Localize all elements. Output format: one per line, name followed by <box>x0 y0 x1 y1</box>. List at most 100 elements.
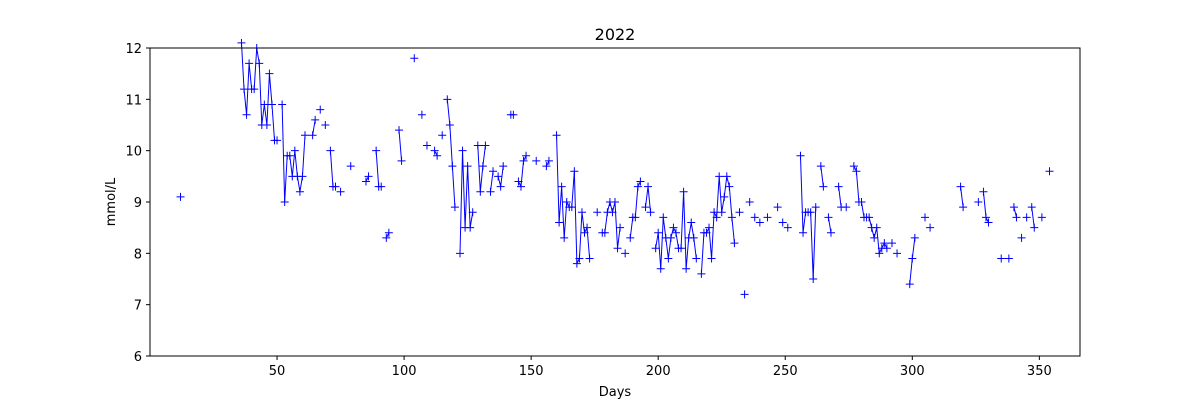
data-point <box>176 192 185 201</box>
data-point <box>865 213 874 222</box>
data-point <box>265 69 274 78</box>
series-line <box>853 165 888 256</box>
data-point <box>336 187 345 196</box>
data-point <box>1022 213 1031 222</box>
data-point <box>626 233 635 242</box>
x-tick-label: 100 <box>392 364 417 379</box>
series-line <box>700 176 735 274</box>
data-point <box>811 203 820 212</box>
data-point <box>570 167 579 176</box>
data-point <box>481 141 490 150</box>
data-point <box>608 208 617 217</box>
data-point <box>417 110 426 119</box>
data-point <box>616 223 625 232</box>
series-line <box>629 181 641 238</box>
x-axis-title: Days <box>599 385 632 400</box>
data-point <box>552 131 561 140</box>
data-point <box>882 244 891 253</box>
data-point <box>651 244 660 253</box>
data-point <box>532 156 541 165</box>
series-line <box>517 155 527 189</box>
data-point <box>560 233 569 242</box>
data-point <box>740 290 749 299</box>
data-point <box>872 223 881 232</box>
data-point <box>260 100 269 109</box>
data-point <box>730 239 739 248</box>
series-line <box>375 150 382 188</box>
data-point <box>410 54 419 63</box>
data-point <box>326 146 335 155</box>
data-point <box>450 203 459 212</box>
data-point <box>494 172 503 181</box>
data-point <box>245 59 254 68</box>
data-point <box>669 223 678 232</box>
data-point <box>697 269 706 278</box>
data-point <box>273 136 282 145</box>
data-point <box>242 110 251 119</box>
series-line <box>477 145 486 192</box>
data-point <box>870 233 879 242</box>
data-point <box>984 218 993 227</box>
data-point <box>611 198 619 206</box>
data-point <box>959 203 968 212</box>
data-point <box>910 233 919 242</box>
data-point <box>298 172 307 181</box>
data-point <box>702 228 711 237</box>
data-point <box>466 223 475 232</box>
data-point <box>727 213 736 222</box>
data-point <box>311 115 320 124</box>
data-point <box>448 162 457 171</box>
data-point <box>692 254 701 263</box>
data-point <box>422 141 431 150</box>
data-point <box>1012 213 1021 222</box>
data-point <box>893 249 902 258</box>
data-point <box>720 192 729 201</box>
data-point <box>364 172 373 181</box>
data-point <box>255 59 264 68</box>
data-point <box>430 146 439 155</box>
data-point <box>278 100 287 109</box>
data-point <box>544 156 553 165</box>
data-point <box>641 203 650 212</box>
data-point <box>722 172 731 181</box>
data-point <box>397 156 406 165</box>
data-point <box>476 187 485 196</box>
data-point <box>382 233 391 242</box>
series-line <box>329 150 336 188</box>
data-point <box>458 146 467 155</box>
data-point <box>496 182 505 191</box>
data-point <box>489 167 498 176</box>
y-tick-label: 12 <box>125 42 142 57</box>
series-line <box>398 130 403 161</box>
data-point <box>438 131 447 140</box>
data-point <box>687 218 696 227</box>
data-point <box>445 121 454 129</box>
data-point <box>1009 203 1018 212</box>
data-point <box>499 162 508 171</box>
data-point <box>514 177 523 186</box>
data-point <box>712 213 721 222</box>
data-point <box>705 223 714 232</box>
data-point <box>745 198 754 206</box>
data-point <box>834 182 843 191</box>
plot-frame <box>149 47 1081 357</box>
data-point <box>842 203 851 212</box>
x-axis: 50 100 150 200 250 300 350 <box>269 356 1052 379</box>
data-point <box>979 187 988 196</box>
data-point <box>580 228 589 237</box>
series-line <box>446 99 456 208</box>
data-point <box>809 275 818 283</box>
x-tick-label: 300 <box>900 364 925 379</box>
data-point <box>725 182 734 191</box>
data-point <box>1027 203 1036 212</box>
data-point <box>519 156 528 165</box>
data-point <box>577 208 586 217</box>
data-point <box>1030 223 1039 232</box>
data-point <box>849 162 858 171</box>
data-point <box>887 239 896 248</box>
data-point <box>555 218 564 227</box>
data-point <box>755 218 764 227</box>
data-point <box>682 264 691 273</box>
series-line <box>799 155 817 280</box>
data-point <box>377 182 386 191</box>
